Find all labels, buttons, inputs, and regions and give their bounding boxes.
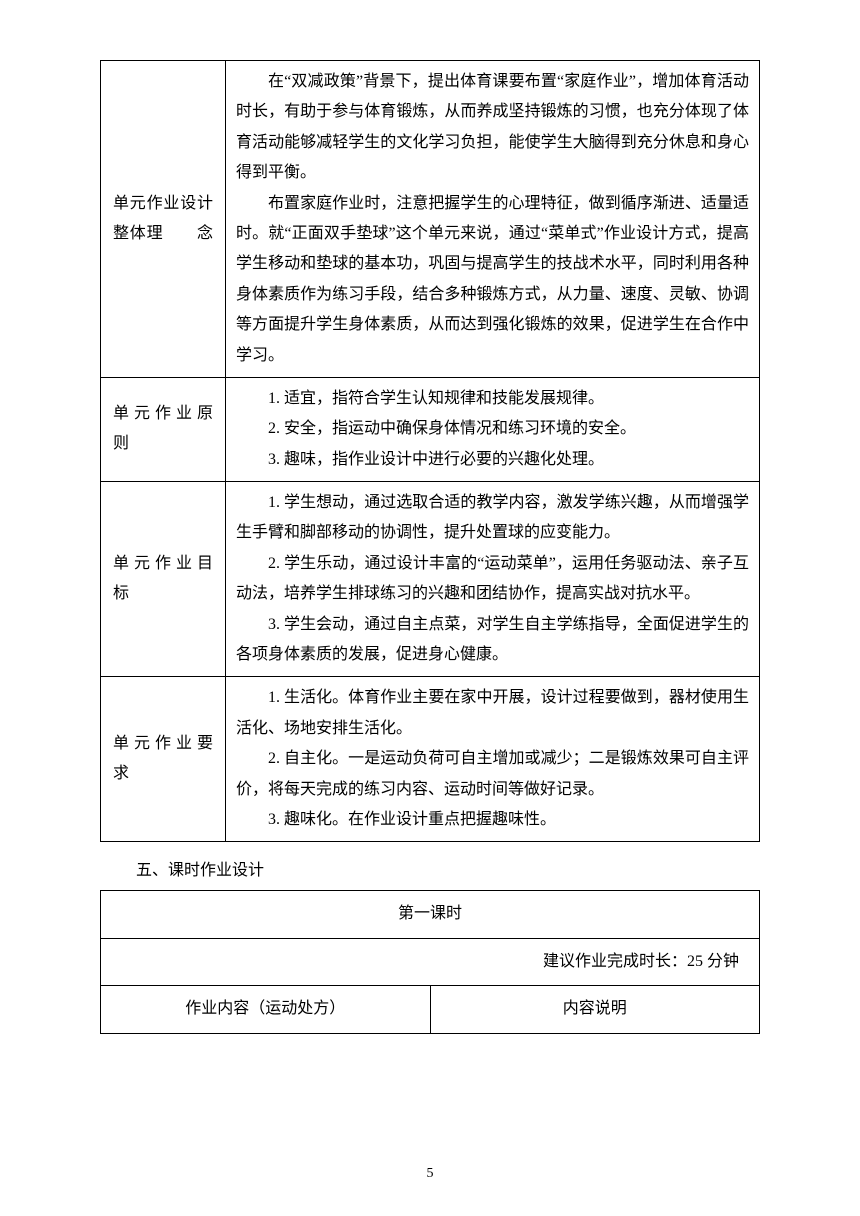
- table-row: 单元作业要 求 1. 生活化。体育作业主要在家中开展，设计过程要做到，器材使用生…: [101, 677, 760, 842]
- lesson-title: 第一课时: [101, 891, 760, 938]
- lesson-table: 第一课时 建议作业完成时长：25 分钟 作业内容（运动处方） 内容说明: [100, 890, 760, 1033]
- table-row: 第一课时: [101, 891, 760, 938]
- paragraph: 布置家庭作业时，注意把握学生的心理特征，做到循序渐进、适量适时。就“正面双手垫球…: [236, 189, 749, 371]
- col-header-desc: 内容说明: [430, 986, 760, 1033]
- lesson-time: 建议作业完成时长：25 分钟: [101, 938, 760, 985]
- paragraph: 在“双减政策”背景下，提出体育课要布置“家庭作业”，增加体育活动时长，有助于参与…: [236, 67, 749, 189]
- row-label-requirement: 单元作业要 求: [101, 677, 226, 842]
- paragraph: 1. 生活化。体育作业主要在家中开展，设计过程要做到，器材使用生活化、场地安排生…: [236, 683, 749, 744]
- paragraph: 2. 安全，指运动中确保身体情况和练习环境的安全。: [236, 414, 749, 444]
- row-label-principle: 单元作业原 则: [101, 377, 226, 481]
- paragraph: 1. 适宜，指符合学生认知规律和技能发展规律。: [236, 384, 749, 414]
- row-content-design: 在“双减政策”背景下，提出体育课要布置“家庭作业”，增加体育活动时长，有助于参与…: [226, 61, 760, 378]
- paragraph: 2. 自主化。一是运动负荷可自主增加或减少；二是锻炼效果可自主评价，将每天完成的…: [236, 744, 749, 805]
- paragraph: 1. 学生想动，通过选取合适的教学内容，激发学练兴趣，从而增强学生手臂和脚部移动…: [236, 488, 749, 549]
- table-row: 单元作业设计整体理 念 在“双减政策”背景下，提出体育课要布置“家庭作业”，增加…: [101, 61, 760, 378]
- row-content-principle: 1. 适宜，指符合学生认知规律和技能发展规律。 2. 安全，指运动中确保身体情况…: [226, 377, 760, 481]
- table-row: 单元作业原 则 1. 适宜，指符合学生认知规律和技能发展规律。 2. 安全，指运…: [101, 377, 760, 481]
- paragraph: 3. 学生会动，通过自主点菜，对学生自主学练指导，全面促进学生的各项身体素质的发…: [236, 610, 749, 671]
- col-header-content: 作业内容（运动处方）: [101, 986, 431, 1033]
- section-title: 五、课时作业设计: [136, 856, 760, 880]
- table-row: 单元作业目 标 1. 学生想动，通过选取合适的教学内容，激发学练兴趣，从而增强学…: [101, 482, 760, 677]
- page-number: 5: [0, 1166, 860, 1182]
- row-label-design: 单元作业设计整体理 念: [101, 61, 226, 378]
- table-row: 作业内容（运动处方） 内容说明: [101, 986, 760, 1033]
- row-label-goal: 单元作业目 标: [101, 482, 226, 677]
- paragraph: 3. 趣味，指作业设计中进行必要的兴趣化处理。: [236, 445, 749, 475]
- row-content-goal: 1. 学生想动，通过选取合适的教学内容，激发学练兴趣，从而增强学生手臂和脚部移动…: [226, 482, 760, 677]
- row-content-requirement: 1. 生活化。体育作业主要在家中开展，设计过程要做到，器材使用生活化、场地安排生…: [226, 677, 760, 842]
- main-table: 单元作业设计整体理 念 在“双减政策”背景下，提出体育课要布置“家庭作业”，增加…: [100, 60, 760, 842]
- table-row: 建议作业完成时长：25 分钟: [101, 938, 760, 985]
- paragraph: 2. 学生乐动，通过设计丰富的“运动菜单”，运用任务驱动法、亲子互动法，培养学生…: [236, 549, 749, 610]
- paragraph: 3. 趣味化。在作业设计重点把握趣味性。: [236, 805, 749, 835]
